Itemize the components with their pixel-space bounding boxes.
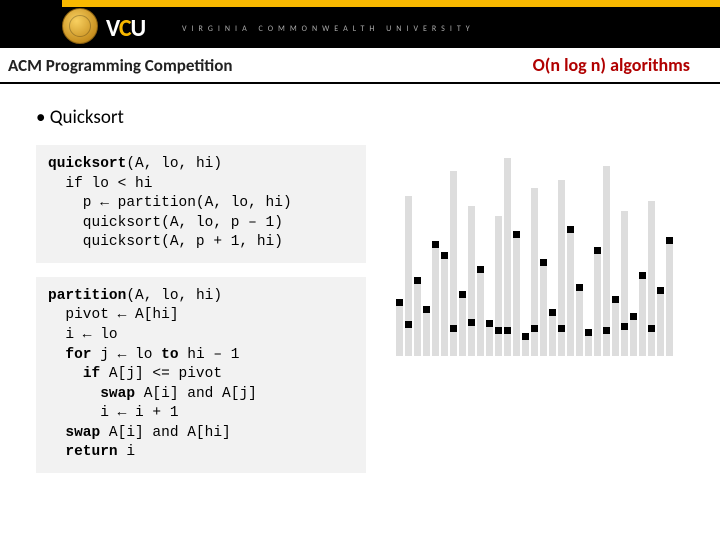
viz-marker <box>495 327 502 334</box>
viz-bar <box>477 268 484 356</box>
viz-marker <box>459 291 466 298</box>
viz-bar <box>639 274 646 356</box>
viz-marker <box>414 277 421 284</box>
viz-marker <box>423 306 430 313</box>
viz-bar <box>621 211 628 356</box>
university-tagline: VIRGINIA COMMONWEALTH UNIVERSITY <box>182 24 475 34</box>
viz-marker <box>477 266 484 273</box>
viz-bar <box>648 201 655 356</box>
code-body: if lo < hi p ← partition(A, lo, hi) quic… <box>48 176 292 251</box>
bullet-title: Quicksort <box>36 106 366 129</box>
code-partition: partition(A, lo, hi) pivot ← A[hi] i ← l… <box>36 277 366 473</box>
slide-content: Quicksort quicksort(A, lo, hi) if lo < h… <box>0 84 720 487</box>
viz-marker <box>441 252 448 259</box>
viz-bar <box>594 248 601 356</box>
viz-bar <box>459 294 466 356</box>
viz-bar <box>612 298 619 356</box>
viz-marker <box>450 325 457 332</box>
viz-marker <box>558 325 565 332</box>
viz-marker <box>621 323 628 330</box>
viz-marker <box>486 320 493 327</box>
viz-marker <box>648 325 655 332</box>
viz-marker <box>468 319 475 326</box>
code-fn-sig: (A, lo, hi) <box>126 288 222 304</box>
left-column: Quicksort quicksort(A, lo, hi) if lo < h… <box>36 106 366 487</box>
viz-marker <box>594 247 601 254</box>
viz-marker <box>639 272 646 279</box>
viz-bar <box>657 290 664 356</box>
viz-bar <box>495 216 502 356</box>
viz-marker <box>666 237 673 244</box>
viz-marker <box>612 296 619 303</box>
slide-header-left: ACM Programming Competition <box>8 55 233 76</box>
viz-marker <box>405 321 412 328</box>
viz-bar <box>423 308 430 356</box>
gold-stripe <box>62 0 720 7</box>
sort-visualization <box>396 156 676 356</box>
viz-marker <box>549 309 556 316</box>
viz-marker <box>522 333 529 340</box>
viz-bar <box>567 226 574 356</box>
university-abbrev: VCU <box>106 14 145 43</box>
code-fn-name: partition <box>48 288 126 304</box>
viz-bar <box>576 286 583 356</box>
university-seal-icon <box>62 8 98 44</box>
viz-marker <box>585 329 592 336</box>
viz-bar <box>549 312 556 356</box>
viz-marker <box>513 231 520 238</box>
code-fn-sig: (A, lo, hi) <box>126 156 222 172</box>
viz-marker <box>396 299 403 306</box>
viz-marker <box>567 226 574 233</box>
university-banner: VCU VIRGINIA COMMONWEALTH UNIVERSITY <box>0 0 720 48</box>
slide-header: ACM Programming Competition O(n log n) a… <box>0 48 720 84</box>
right-column <box>396 106 690 487</box>
viz-bar <box>432 241 439 356</box>
viz-bar <box>666 238 673 356</box>
viz-bar <box>540 261 547 356</box>
viz-marker <box>603 327 610 334</box>
viz-bar <box>441 253 448 356</box>
viz-marker <box>432 241 439 248</box>
viz-bar <box>513 231 520 356</box>
viz-marker <box>531 325 538 332</box>
slide-header-right: O(n log n) algorithms <box>533 54 690 76</box>
viz-bar <box>630 316 637 356</box>
viz-bar <box>405 196 412 356</box>
viz-marker <box>576 284 583 291</box>
code-quicksort: quicksort(A, lo, hi) if lo < hi p ← part… <box>36 145 366 263</box>
viz-marker <box>630 313 637 320</box>
code-fn-name: quicksort <box>48 156 126 172</box>
viz-marker <box>504 327 511 334</box>
viz-bar <box>486 322 493 356</box>
viz-bar <box>396 301 403 356</box>
viz-bar <box>468 206 475 356</box>
viz-bar <box>414 279 421 356</box>
viz-marker <box>540 259 547 266</box>
viz-marker <box>657 287 664 294</box>
